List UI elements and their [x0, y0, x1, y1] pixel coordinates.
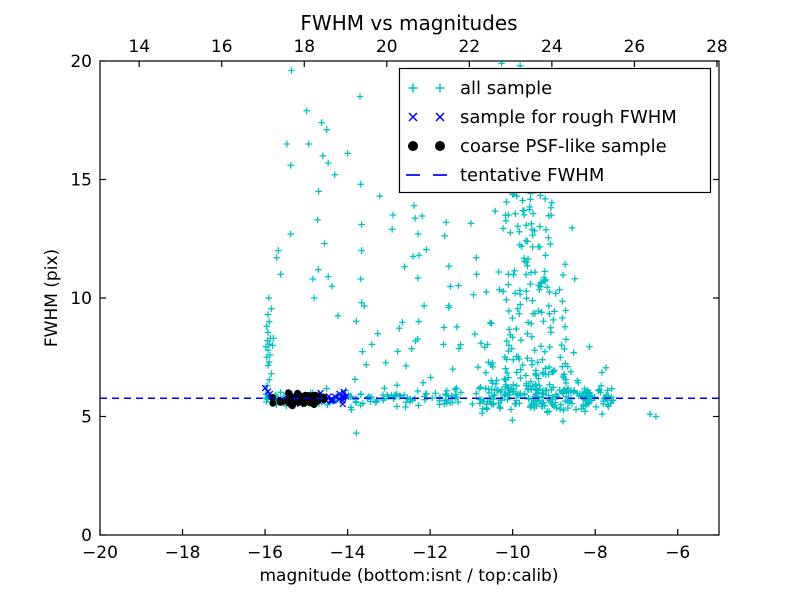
legend: all sample sample for rough FWHM coarse PS…	[398, 67, 712, 194]
x-top-tick-label: 18	[293, 37, 315, 57]
x-bottom-tick-label: −16	[247, 543, 283, 563]
x-top-tick-label: 22	[459, 37, 481, 57]
x-bottom-tick-label: −14	[330, 543, 366, 563]
axis-ticks: −20 −18 −16 −14 −12 −10 −8 −6 14 16 18 20 22 24 26 28 0 5…	[70, 37, 727, 563]
y-tick-label: 0	[81, 526, 92, 546]
x-bottom-tick-label: −12	[412, 543, 448, 563]
x-axis-label: magnitude (bottom:isnt / top:calib)	[260, 566, 559, 586]
x-top-tick-label: 26	[624, 37, 646, 57]
x-bottom-tick-label: −10	[495, 543, 531, 563]
y-tick-label: 20	[70, 52, 92, 72]
legend-label: all sample	[460, 78, 552, 99]
x-top-tick-label: 20	[376, 37, 398, 57]
legend-plus-icon	[435, 83, 445, 93]
x-bottom-tick-label: −6	[665, 543, 690, 563]
x-bottom-tick-label: −20	[82, 543, 118, 563]
x-top-tick-label: 28	[706, 37, 728, 57]
x-bottom-tick-label: −18	[165, 543, 201, 563]
legend-box	[398, 67, 712, 194]
chart-title: FWHM vs magnitudes	[300, 11, 517, 35]
legend-x-icon	[408, 112, 418, 122]
y-tick-label: 15	[70, 171, 92, 191]
legend-item-coarse-PSF-like-sample: coarse PSF-like sample	[408, 136, 667, 157]
y-tick-label: 10	[70, 289, 92, 309]
legend-item-tentative-FWHM: tentative FWHM	[406, 165, 604, 186]
legend-plus-icon	[408, 83, 418, 93]
y-tick-label: 5	[81, 408, 92, 428]
legend-item-sample-for-rough-FWHM: sample for rough FWHM	[408, 107, 677, 128]
legend-dot-icon	[435, 141, 445, 151]
legend-item-all-sample: all sample	[408, 78, 552, 99]
legend-dot-icon	[408, 141, 418, 151]
legend-label: coarse PSF-like sample	[460, 136, 667, 157]
axes-frame	[99, 60, 720, 536]
x-bottom-tick-label: −8	[583, 543, 608, 563]
x-top-tick-label: 24	[541, 37, 563, 57]
x-top-tick-label: 14	[128, 37, 150, 57]
x-top-tick-label: 16	[211, 37, 233, 57]
legend-x-icon	[435, 112, 445, 122]
scatter-series	[100, 61, 719, 437]
legend-label: sample for rough FWHM	[460, 107, 677, 128]
y-axis-label: FWHM (pix)	[42, 249, 62, 347]
legend-label: tentative FWHM	[460, 165, 604, 186]
